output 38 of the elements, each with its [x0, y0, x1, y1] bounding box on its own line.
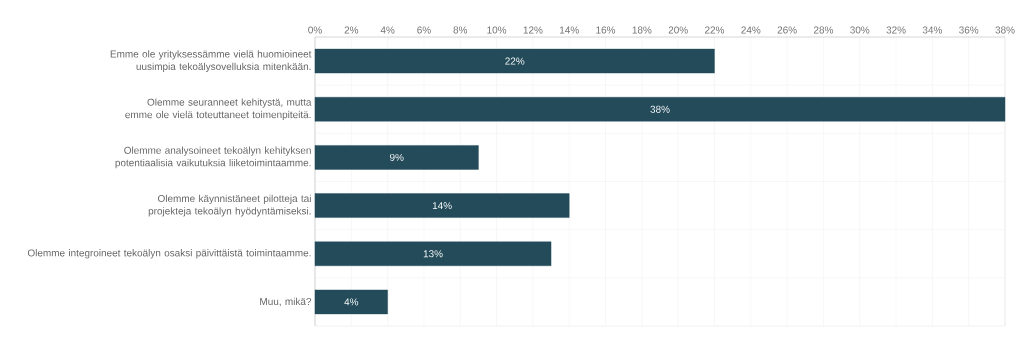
x-tick-label: 34% [922, 26, 942, 34]
x-tick-label: 30% [850, 26, 870, 34]
x-tick-label: 6% [417, 26, 431, 34]
bar [314, 289, 388, 315]
x-tick-label: 12% [523, 26, 543, 34]
data-label: 4% [344, 298, 359, 306]
x-tick-label: 28% [813, 26, 834, 34]
x-tick-label: 22% [705, 26, 725, 34]
x-tick-label: 38% [995, 26, 1015, 34]
x-tick-label: 24% [741, 26, 761, 34]
data-label: 22% [505, 57, 525, 65]
x-tick-label: 8% [453, 26, 468, 34]
x-tick-label: 20% [668, 26, 688, 34]
x-tick-label: 26% [777, 26, 797, 34]
x-tick-label: 0% [308, 26, 322, 34]
data-label: 13% [423, 250, 443, 258]
x-tick-label: 14% [560, 26, 579, 34]
y-tick-label: Olemme seuranneet kehitystä, mutta emme ole vielä toteuttaneet toimenpiteitä. [125, 98, 312, 121]
x-tick-label: 36% [959, 26, 979, 34]
bar [314, 48, 715, 74]
y-tick-label: Emme ole yrityksessämme vielä huomioineet uusimpia tekoälysovelluksia mitenkään. [110, 50, 312, 72]
y-tick-label: Muu, mikä? [260, 297, 312, 307]
data-label: 9% [389, 153, 404, 161]
bar [314, 97, 1006, 122]
x-tick-label: 18% [632, 26, 652, 34]
x-tick-label: 2% [344, 26, 359, 34]
x-tick-label: 10% [487, 26, 507, 34]
y-tick-label: Olemme integroineet tekoälyn osaksi päivittäistä toimintaamme. [27, 249, 311, 259]
bar [314, 193, 570, 218]
x-tick-label: 16% [596, 26, 616, 34]
x-tick-label: 4% [380, 26, 395, 34]
y-tick-label: Olemme analysoineet tekoälyn kehityksen potentiaalisia vaikutuksia liiketoimintaamme. [115, 146, 311, 169]
data-label: 14% [432, 202, 452, 210]
y-tick-label: Olemme käynnistäneet pilotteja tai projekteja tekoälyn hyödyntämiseksi. [148, 194, 311, 217]
x-tick-label: 32% [886, 26, 906, 34]
bar [314, 145, 479, 170]
bar [314, 241, 552, 266]
data-label: 38% [650, 105, 670, 113]
